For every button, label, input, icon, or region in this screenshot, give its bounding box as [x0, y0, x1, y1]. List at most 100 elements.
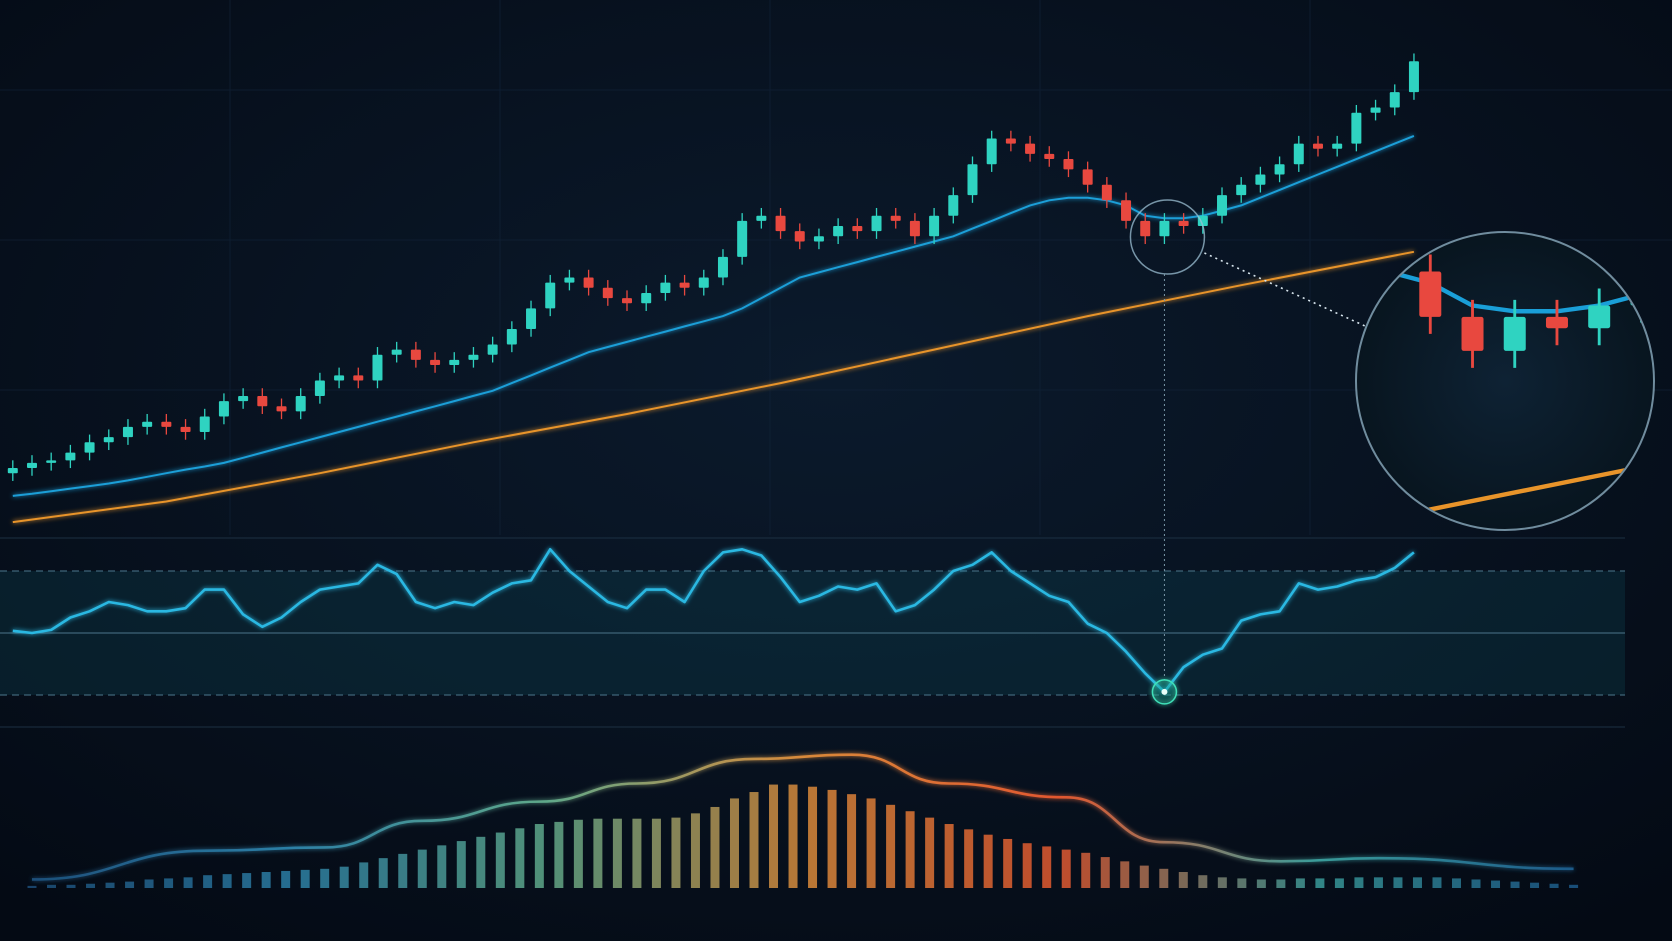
- candle-body: [142, 421, 153, 427]
- histogram-bar: [86, 883, 96, 888]
- rsi-line: [12, 548, 1415, 694]
- histogram-bar: [281, 870, 291, 888]
- candle-body: [698, 277, 709, 288]
- candle-body: [430, 359, 441, 366]
- candle-body: [583, 277, 594, 288]
- focus-ring: [1129, 199, 1206, 275]
- histogram-bar: [437, 845, 447, 888]
- histogram-bar: [1432, 877, 1442, 888]
- histogram-bar: [749, 792, 759, 888]
- candle-body: [1044, 153, 1055, 160]
- histogram-bar: [788, 784, 798, 888]
- candle-body: [1063, 159, 1074, 170]
- histogram-bar: [1315, 878, 1325, 888]
- histogram-bar: [164, 878, 174, 888]
- histogram-bar: [729, 798, 739, 888]
- histogram-bar: [1042, 846, 1052, 888]
- candle-body: [1217, 195, 1228, 216]
- histogram-bar: [183, 877, 193, 888]
- histogram-bar: [1061, 849, 1071, 888]
- candle-body: [564, 277, 575, 283]
- histogram-bar: [847, 794, 857, 888]
- histogram-bar: [1159, 868, 1169, 888]
- histogram-bar: [144, 879, 154, 888]
- histogram-bar: [125, 881, 135, 888]
- histogram-bar: [1510, 881, 1520, 888]
- histogram-bar: [983, 834, 993, 888]
- candle-body: [794, 231, 805, 242]
- candle-body: [1236, 184, 1247, 196]
- histogram-bar: [886, 804, 896, 888]
- candle-body: [314, 380, 325, 396]
- histogram-bar: [1295, 878, 1305, 888]
- candle-body: [852, 226, 863, 232]
- candle-body: [180, 426, 191, 432]
- histogram-bar: [476, 836, 486, 888]
- histogram-bar: [66, 884, 76, 888]
- candle-body: [679, 282, 690, 288]
- histogram-bar: [944, 824, 954, 888]
- candle-body: [545, 282, 556, 309]
- histogram-bar: [593, 818, 603, 888]
- candle-body: [1255, 174, 1266, 185]
- histogram-bar: [671, 817, 681, 888]
- histogram-bar: [651, 818, 661, 888]
- rsi-panel: [0, 274, 1625, 705]
- candle-body: [1082, 169, 1093, 185]
- histogram-bar: [515, 828, 525, 888]
- histogram-bar: [905, 811, 915, 888]
- histogram-bar: [1178, 872, 1188, 888]
- moving-average: [12, 134, 1415, 497]
- histogram-bar: [339, 866, 349, 888]
- candle-body: [756, 215, 767, 221]
- candle-body: [238, 395, 249, 402]
- histogram-bar: [105, 882, 115, 888]
- candle-body: [1025, 143, 1036, 154]
- histogram-bar: [925, 817, 935, 888]
- histogram-bar: [203, 875, 213, 888]
- histogram-bar: [1217, 877, 1227, 888]
- histogram-bar: [1393, 877, 1403, 888]
- candle-body: [410, 349, 421, 360]
- candle-body: [813, 236, 824, 242]
- candle-body: [1588, 305, 1611, 329]
- histogram-bar: [1003, 838, 1013, 888]
- histogram-bar: [1471, 879, 1481, 888]
- candle-body: [1178, 220, 1189, 226]
- candle-body: [967, 164, 978, 196]
- candle-body: [660, 282, 671, 293]
- candle-body: [1408, 61, 1419, 93]
- histogram-bar: [398, 853, 408, 888]
- candle-body: [122, 426, 133, 438]
- histogram-bar: [1139, 865, 1149, 888]
- candle-body: [1503, 316, 1526, 351]
- histogram-panel: [27, 753, 1579, 888]
- histogram-bar: [612, 818, 622, 888]
- candle-body: [1312, 143, 1323, 149]
- histogram-bar: [359, 862, 369, 888]
- histogram-bar: [261, 872, 271, 888]
- histogram-bar: [1022, 843, 1032, 888]
- moving-average: [1357, 382, 1653, 529]
- histogram-bar: [1373, 877, 1383, 888]
- histogram-bar: [1354, 877, 1364, 888]
- candle-body: [1140, 220, 1151, 237]
- candle-body: [449, 359, 460, 366]
- candle-body: [218, 401, 229, 417]
- histogram-bar: [573, 819, 583, 888]
- candle-body: [257, 395, 268, 407]
- histogram-bar: [1237, 878, 1247, 888]
- histogram-bar: [1334, 878, 1344, 888]
- candle-body: [641, 292, 652, 304]
- candle-body: [295, 395, 306, 412]
- candle-body: [46, 460, 57, 463]
- candle-body: [986, 138, 997, 165]
- histogram-bar: [1256, 879, 1266, 888]
- candle-body: [717, 256, 728, 278]
- candle-body: [7, 468, 18, 474]
- histogram-bar: [456, 841, 466, 888]
- background-grid: [0, 0, 1672, 535]
- candle-body: [1351, 112, 1362, 144]
- candle-body: [26, 462, 37, 469]
- candle-body: [1121, 200, 1132, 221]
